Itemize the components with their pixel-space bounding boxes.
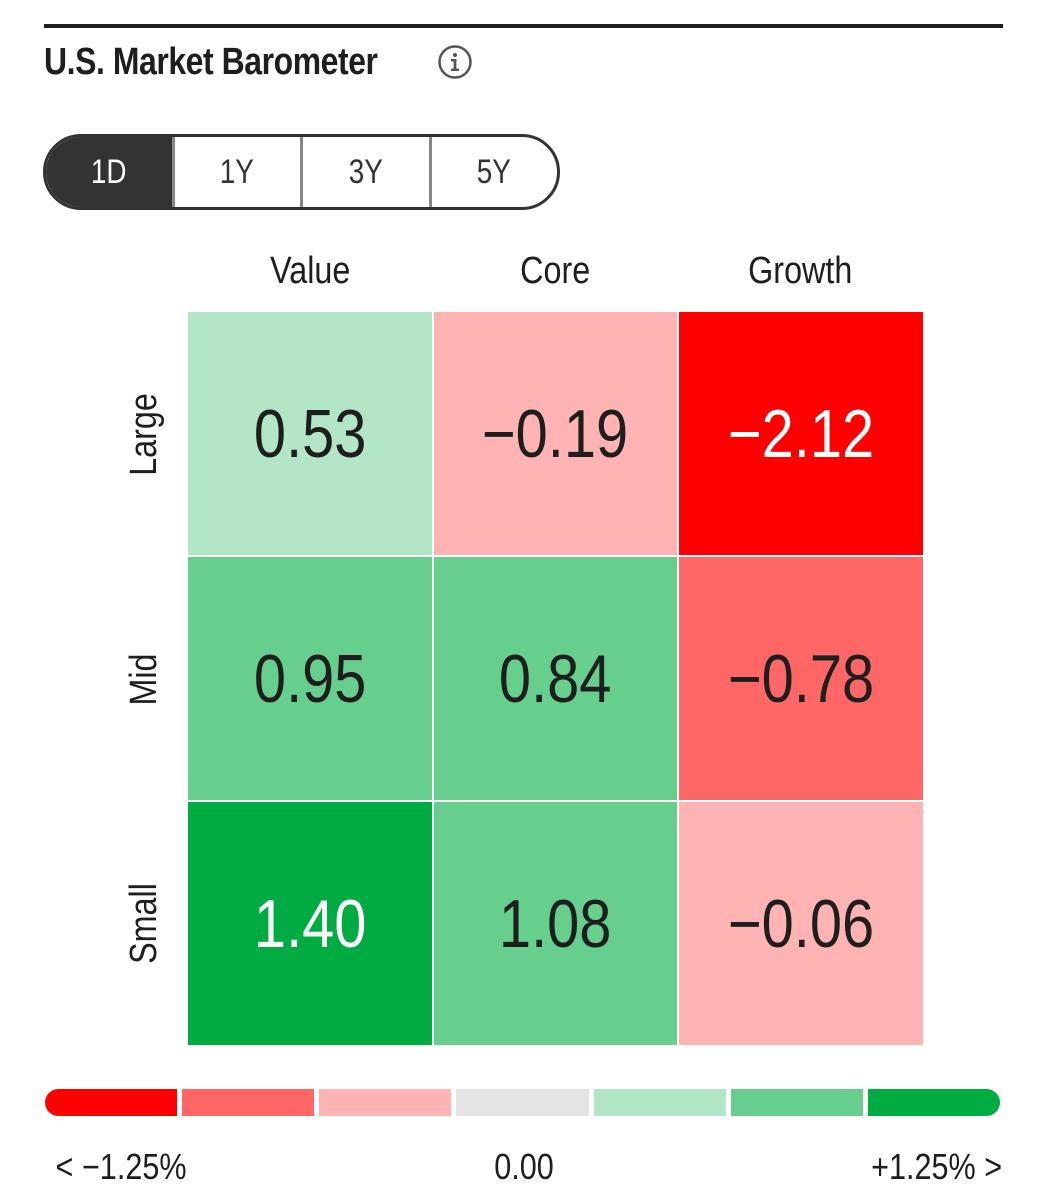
row-label-large: Large: [123, 392, 166, 476]
cell-value: 1.40: [253, 885, 367, 962]
tab-1y[interactable]: 1Y: [171, 137, 301, 207]
legend-segment: [593, 1089, 726, 1116]
column-label-core: Core: [520, 250, 591, 292]
legend-mid-label: 0.00: [494, 1146, 554, 1187]
legend-segment: [867, 1089, 1000, 1116]
column-label-growth: Growth: [748, 250, 853, 292]
info-icon[interactable]: [437, 44, 473, 80]
cell-mid-growth[interactable]: −0.78: [679, 557, 923, 800]
widget-title: U.S. Market Barometer: [44, 41, 378, 83]
tab-1d[interactable]: 1D: [46, 137, 172, 207]
tab-label: 5Y: [477, 152, 512, 191]
tab-label: 1D: [90, 152, 127, 191]
row-label-small: Small: [123, 882, 166, 964]
cell-value: 1.08: [499, 885, 612, 962]
barometer-grid: 0.53 −0.19 −2.12 0.95 0.84 −0.78 1.40 1.08 −0.06: [188, 312, 923, 1045]
legend-min-label: < −1.25%: [55, 1146, 187, 1187]
cell-large-growth[interactable]: −2.12: [679, 312, 923, 555]
legend-segment: [182, 1089, 315, 1116]
row-label-mid: Mid: [123, 652, 166, 706]
cell-value: 0.53: [253, 395, 367, 472]
color-legend: [45, 1089, 1000, 1116]
legend-segment: [319, 1089, 452, 1116]
tab-label: 1Y: [220, 152, 255, 191]
cell-value: −0.78: [728, 640, 875, 717]
cell-value: −2.12: [728, 395, 875, 472]
legend-max-label: +1.25% >: [870, 1146, 1002, 1187]
cell-mid-core[interactable]: 0.84: [433, 557, 678, 800]
cell-small-growth[interactable]: −0.06: [679, 802, 923, 1045]
cell-small-value[interactable]: 1.40: [188, 802, 432, 1045]
top-rule: [44, 24, 1003, 28]
cell-value: −0.19: [482, 395, 629, 472]
column-label-value: Value: [270, 250, 351, 292]
legend-segment: [730, 1089, 863, 1116]
legend-segment: [45, 1089, 178, 1116]
cell-value: 0.84: [499, 640, 612, 717]
cell-large-core[interactable]: −0.19: [433, 312, 678, 555]
period-tabs: 1D 1Y 3Y 5Y: [43, 134, 560, 210]
tab-5y[interactable]: 5Y: [428, 137, 558, 207]
cell-value: −0.06: [728, 885, 875, 962]
tab-3y[interactable]: 3Y: [300, 137, 429, 207]
cell-large-value[interactable]: 0.53: [188, 312, 432, 555]
tab-label: 3Y: [348, 152, 383, 191]
cell-mid-value[interactable]: 0.95: [188, 557, 432, 800]
cell-small-core[interactable]: 1.08: [433, 802, 678, 1045]
legend-segment: [456, 1089, 589, 1116]
cell-value: 0.95: [253, 640, 367, 717]
